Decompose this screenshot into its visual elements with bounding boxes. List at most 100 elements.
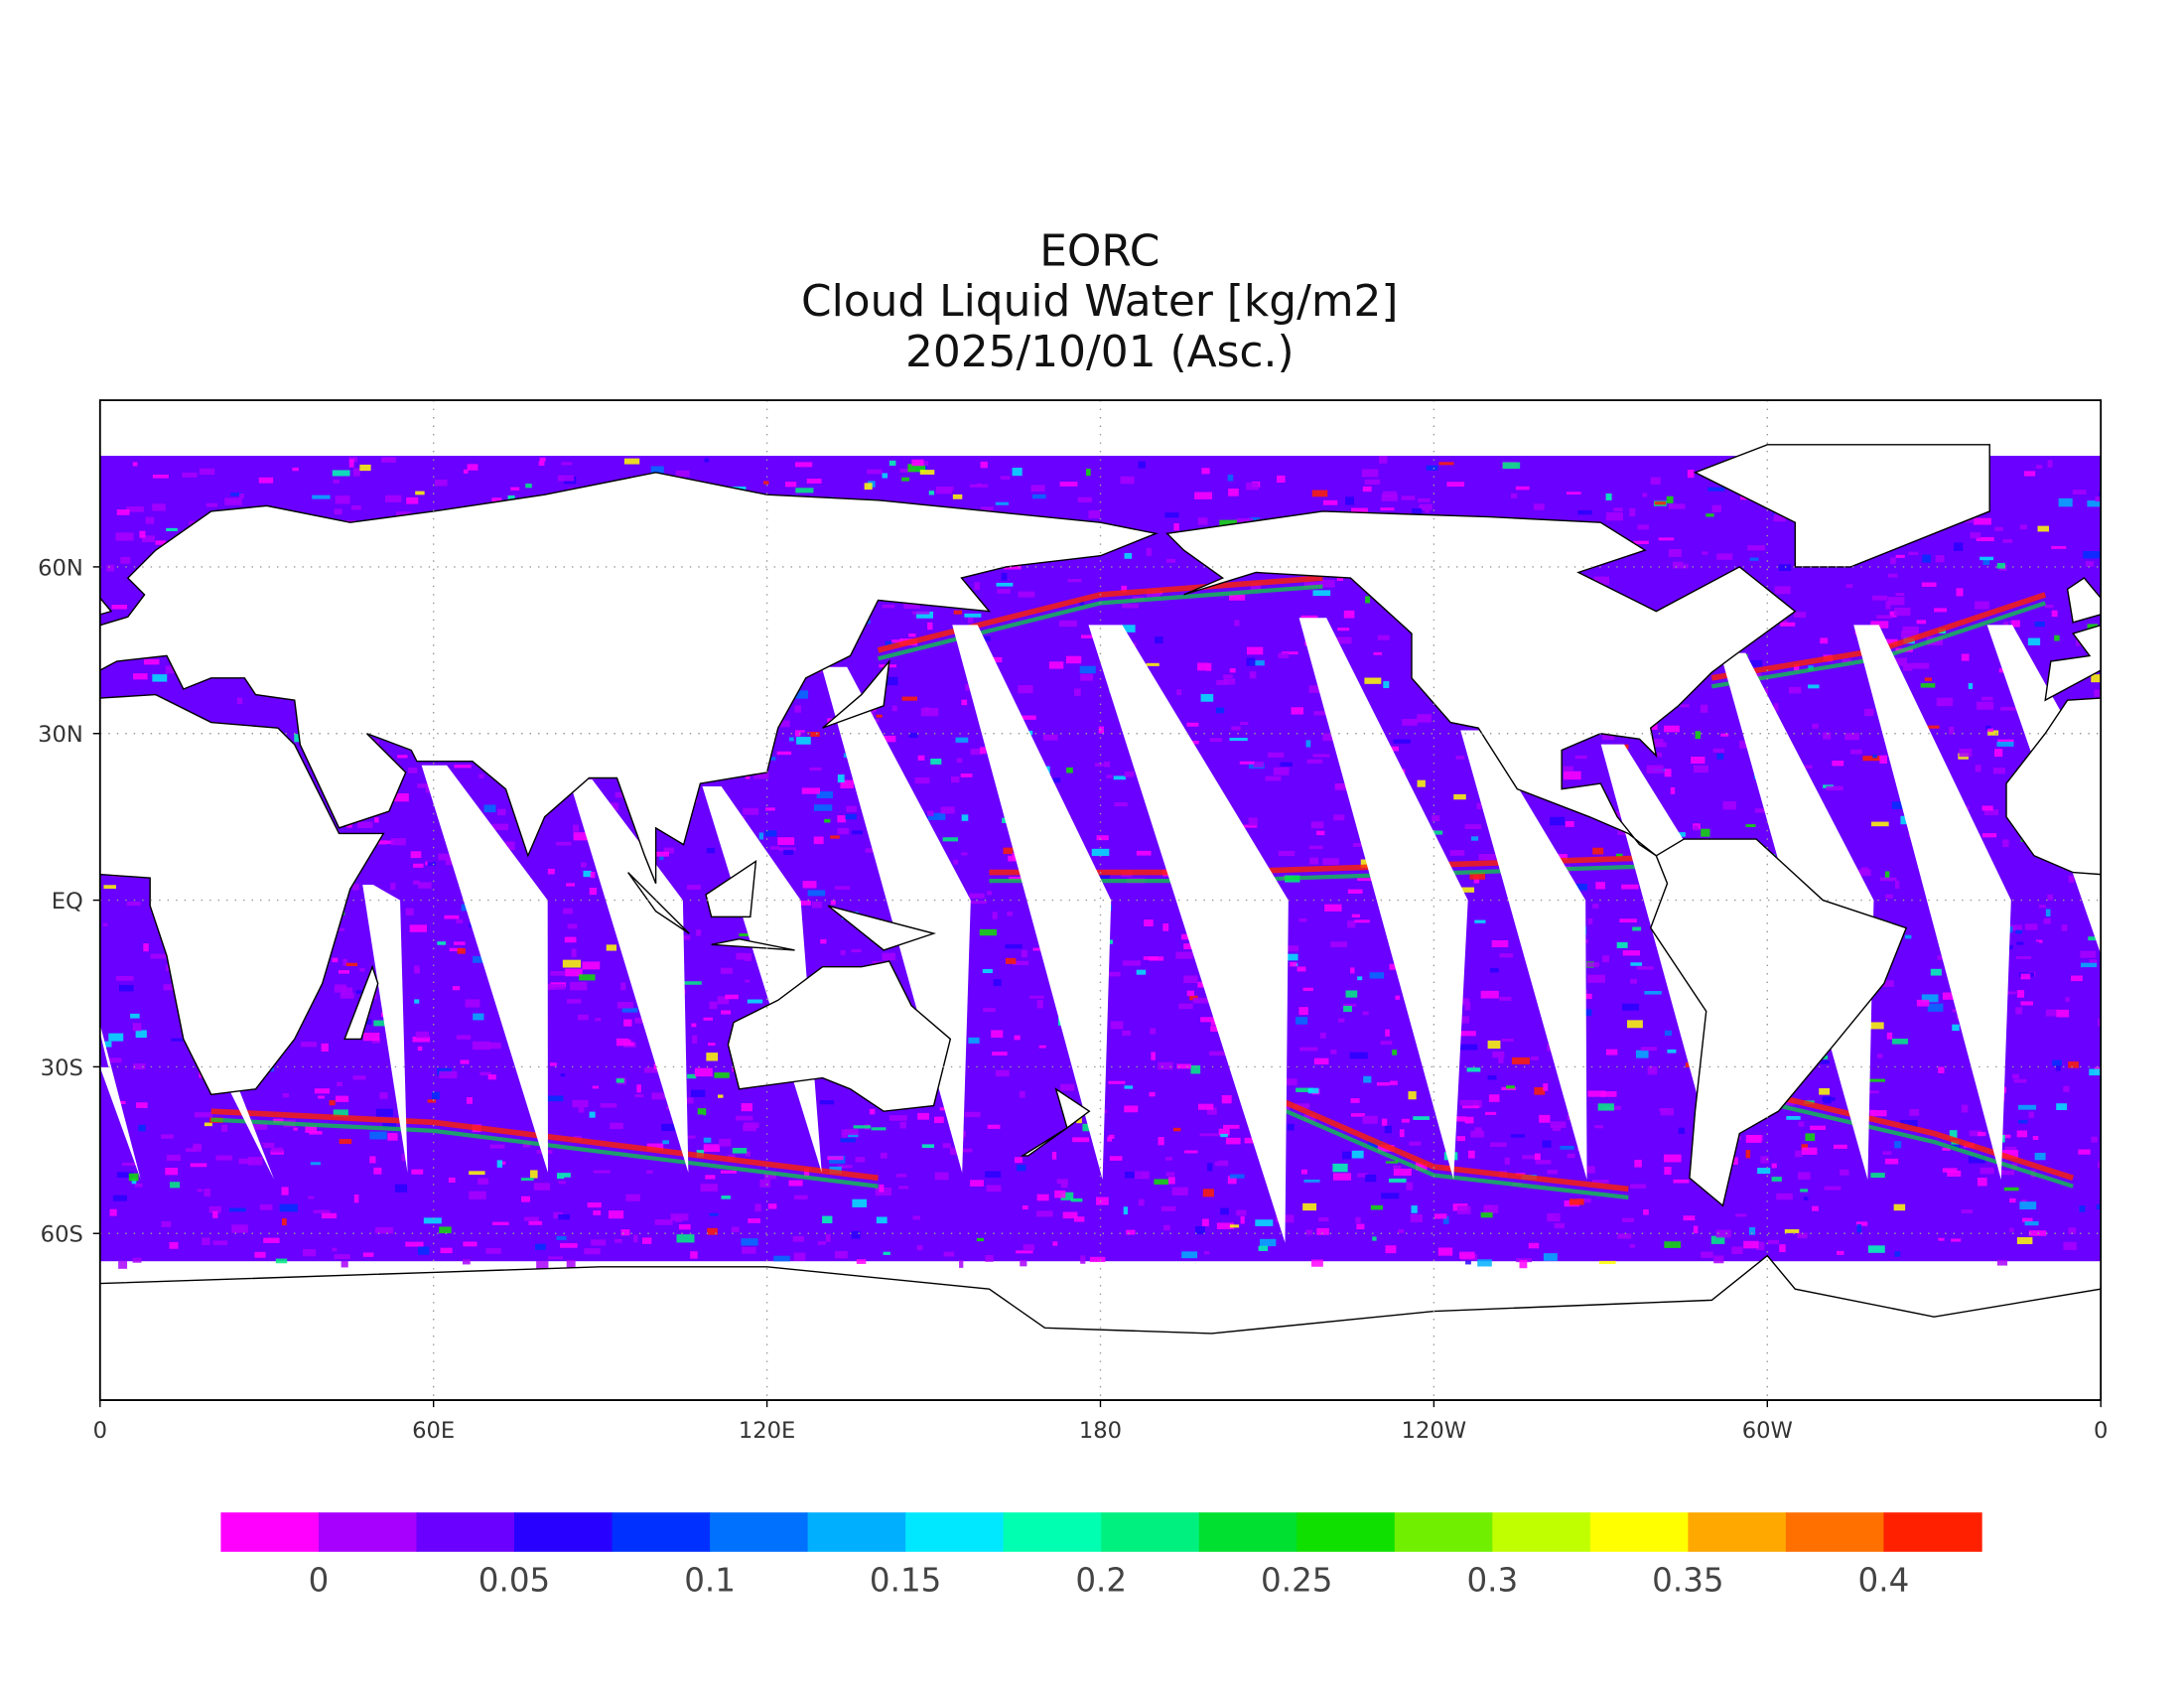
swath-texture [1014, 1157, 1024, 1164]
swath-texture [2069, 693, 2087, 698]
swath-texture [1871, 821, 1889, 827]
swath-texture [1311, 1259, 1323, 1267]
swath-texture [1592, 904, 1599, 909]
swath-texture [1388, 1178, 1407, 1183]
swath-texture [1183, 943, 1196, 949]
swath-texture [1510, 493, 1518, 498]
swath-texture [705, 1175, 716, 1180]
swath-texture [792, 690, 809, 699]
swath-texture [1968, 1148, 1979, 1154]
swath-texture [1406, 1182, 1414, 1191]
swath-texture [1824, 1186, 1842, 1191]
swath-texture [1854, 869, 1871, 877]
swath-texture [1534, 1086, 1546, 1095]
swath-texture [1916, 620, 1927, 625]
swath-texture [1151, 1052, 1156, 1060]
swath-texture [1757, 1168, 1771, 1175]
swath-texture [1108, 1134, 1115, 1139]
swath-texture [1413, 1116, 1430, 1120]
swath-texture [374, 1226, 394, 1234]
x-tick-label: 180 [1079, 1418, 1122, 1444]
swath-texture [935, 490, 953, 494]
swath-texture [675, 470, 690, 478]
swath-texture [1122, 1030, 1131, 1037]
swath-texture [1318, 1216, 1329, 1222]
swath-texture [562, 959, 582, 968]
swath-texture [1879, 877, 1897, 882]
swath-texture [1124, 1172, 1143, 1179]
swath-texture [1332, 1163, 1348, 1173]
swath-texture [2051, 610, 2058, 618]
swath-texture [126, 902, 141, 907]
swath-texture [856, 1259, 867, 1264]
swath-texture [1401, 495, 1416, 500]
swath-texture [659, 853, 664, 861]
swath-texture [1445, 502, 1459, 507]
swath-texture [1975, 765, 1981, 773]
swath-texture [2027, 637, 2041, 645]
land [343, 964, 379, 1041]
swath-texture [1401, 1118, 1410, 1123]
swath-texture [2071, 975, 2083, 982]
swath-texture [633, 1234, 638, 1243]
swath-texture [1207, 1163, 1213, 1172]
swath-texture [1163, 947, 1176, 954]
swath-texture [681, 1135, 696, 1139]
swath-texture [912, 1215, 920, 1220]
swath-texture [1872, 755, 1877, 759]
swath-texture [390, 883, 396, 891]
swath-texture [691, 1023, 697, 1028]
swath-texture [792, 1235, 805, 1242]
swath-texture [591, 1239, 607, 1246]
swath-texture [1992, 768, 2005, 774]
swath-texture [745, 953, 751, 962]
swath-texture [1576, 1197, 1591, 1203]
swath-texture [840, 949, 846, 955]
colorbar-swatch [710, 1512, 809, 1552]
swath-texture [1773, 513, 1786, 522]
swath-texture [205, 502, 217, 507]
swath-texture [1003, 847, 1014, 855]
swath-texture [1067, 591, 1075, 597]
swath-texture [1547, 1170, 1559, 1175]
swath-texture [1558, 854, 1568, 861]
swath-texture [231, 1224, 248, 1233]
swath-texture [573, 832, 591, 841]
swath-texture [1977, 701, 1994, 710]
swath-texture [1350, 1113, 1365, 1117]
swath-texture [409, 924, 427, 932]
swath-texture [882, 473, 888, 479]
swath-texture [1067, 579, 1082, 583]
swath-texture [204, 1122, 212, 1127]
swath-texture [901, 696, 917, 701]
swath-texture [2002, 1150, 2019, 1159]
swath-texture [1228, 594, 1246, 601]
swath-texture [720, 967, 733, 974]
swath-texture [674, 1216, 683, 1222]
swath-texture [809, 767, 822, 772]
swath-texture [2089, 959, 2098, 963]
swath-texture [1330, 1049, 1337, 1055]
swath-texture [709, 1212, 719, 1216]
swath-texture [2002, 538, 2013, 543]
land [1020, 1087, 1091, 1157]
swath-texture [1666, 495, 1674, 503]
swath-texture [614, 791, 625, 798]
swath-texture [1203, 1251, 1210, 1255]
swath-texture [1994, 749, 2003, 758]
swath-texture [520, 1178, 534, 1182]
swath-texture [1255, 1219, 1274, 1226]
swath-texture [1206, 1107, 1217, 1115]
swath-texture [1693, 1225, 1699, 1234]
swath-texture [1489, 967, 1499, 973]
swath-gap [569, 778, 689, 1173]
swath-texture [1630, 978, 1637, 984]
swath-texture [748, 1218, 760, 1223]
swath-texture [1073, 688, 1081, 696]
swath-texture [1121, 585, 1128, 593]
swath-texture [1104, 761, 1111, 768]
swath-texture [1221, 1094, 1232, 1104]
swath-texture [1337, 628, 1350, 632]
swath-texture [534, 1243, 546, 1250]
swath-texture [819, 1100, 835, 1105]
